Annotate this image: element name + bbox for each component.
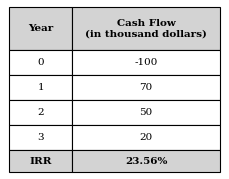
Bar [9,50,72,75]
Text: Year: Year [28,24,53,33]
Bar [72,75,220,100]
Bar [9,7,72,50]
Text: 50: 50 [139,108,153,117]
Bar [9,150,72,172]
Text: 20: 20 [139,133,153,142]
Bar [9,75,72,100]
Bar [72,7,220,50]
Text: 23.56%: 23.56% [125,157,167,166]
Text: 0: 0 [38,58,44,67]
Bar [72,50,220,75]
Bar [72,150,220,172]
Text: 2: 2 [38,108,44,117]
Bar [9,100,72,125]
Bar [9,125,72,150]
Text: 3: 3 [38,133,44,142]
Bar [72,125,220,150]
Text: -100: -100 [134,58,158,67]
Bar [72,100,220,125]
Text: 1: 1 [38,83,44,92]
Text: 70: 70 [139,83,153,92]
Text: Cash Flow
(in thousand dollars): Cash Flow (in thousand dollars) [85,19,207,38]
Text: IRR: IRR [30,157,52,166]
